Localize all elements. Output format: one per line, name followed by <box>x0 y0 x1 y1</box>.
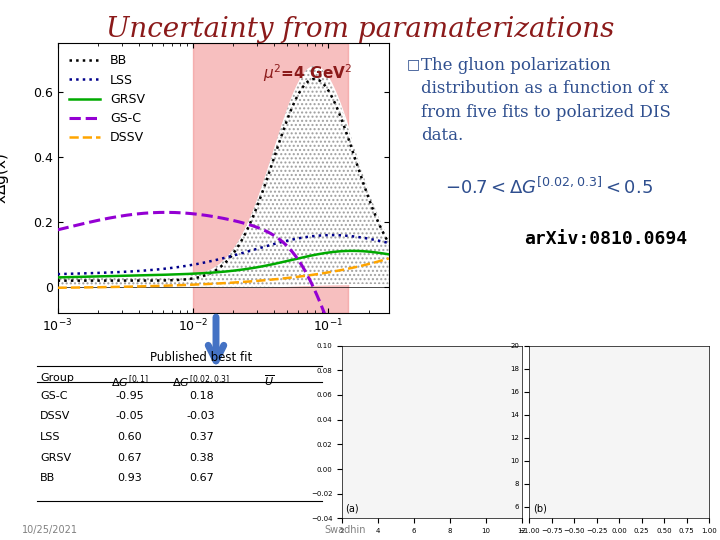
LSS <box>112 269 120 275</box>
BB <box>138 278 147 284</box>
Text: DSSV: DSSV <box>40 411 71 421</box>
LSS <box>138 267 147 274</box>
BB <box>302 79 311 86</box>
Text: BB: BB <box>40 474 55 483</box>
BB <box>112 278 120 284</box>
Text: Published best fit: Published best fit <box>150 351 252 364</box>
LSS <box>274 240 283 246</box>
Line: GRSV: GRSV <box>58 251 389 278</box>
Line: DSSV: DSSV <box>58 258 389 288</box>
BB <box>53 278 62 284</box>
Legend: BB, LSS, GRSV, GS-C, DSSV: BB, LSS, GRSV, GS-C, DSSV <box>64 50 150 150</box>
Text: $\Delta G^{[0.02,0.3]}$: $\Delta G^{[0.02,0.3]}$ <box>172 373 230 390</box>
Text: 0.93: 0.93 <box>117 474 143 483</box>
DSSV <box>203 281 212 287</box>
LSS <box>53 271 62 278</box>
GRSV <box>248 265 257 271</box>
GS-C <box>249 223 258 230</box>
Text: $\overline{U}$: $\overline{U}$ <box>264 373 274 388</box>
LSS <box>384 240 393 246</box>
Text: 0.67: 0.67 <box>189 474 214 483</box>
GRSV <box>138 272 147 279</box>
Text: -0.05: -0.05 <box>116 411 144 421</box>
GS-C <box>204 212 212 219</box>
DSSV <box>384 255 393 261</box>
Text: 0.60: 0.60 <box>117 432 143 442</box>
Text: (a): (a) <box>346 503 359 513</box>
GS-C <box>384 373 393 380</box>
Text: 0.38: 0.38 <box>189 453 214 463</box>
GS-C <box>53 227 62 233</box>
Text: -0.95: -0.95 <box>116 390 144 401</box>
Text: The gluon polarization
distribution as a function of x
from five fits to polariz: The gluon polarization distribution as a… <box>421 57 671 144</box>
DSSV <box>302 272 311 279</box>
GS-C <box>275 236 284 242</box>
LSS <box>248 247 257 253</box>
Text: Swadhin: Swadhin <box>325 524 366 535</box>
GS-C <box>112 214 120 220</box>
Text: 0.18: 0.18 <box>189 390 214 401</box>
Text: Uncertainty from paramaterizations: Uncertainty from paramaterizations <box>106 16 614 43</box>
Text: -0.03: -0.03 <box>187 411 215 421</box>
Text: $\Delta G^{[0,1]}$: $\Delta G^{[0,1]}$ <box>111 373 149 390</box>
BB <box>248 214 257 220</box>
Text: □: □ <box>407 57 420 71</box>
Text: 10/25/2021: 10/25/2021 <box>22 524 78 535</box>
BB <box>203 271 212 278</box>
LSS <box>203 259 212 265</box>
GRSV <box>203 269 212 276</box>
LSS <box>302 234 311 240</box>
Line: GS-C: GS-C <box>58 212 389 395</box>
BB <box>384 240 393 246</box>
GS-C <box>138 210 147 217</box>
LSS <box>328 232 336 238</box>
GRSV <box>53 274 62 281</box>
Line: BB: BB <box>58 79 389 281</box>
Text: (b): (b) <box>533 503 546 513</box>
GRSV <box>112 273 120 279</box>
DSSV <box>274 276 283 282</box>
Text: arXiv:0810.0694: arXiv:0810.0694 <box>524 230 688 247</box>
Text: $\mu^2$=4 GeV$^2$: $\mu^2$=4 GeV$^2$ <box>263 62 352 84</box>
Text: LSS: LSS <box>40 432 60 442</box>
BB <box>274 140 283 147</box>
Text: $-0.7 < \Delta G^{[0.02,0.3]} < 0.5$: $-0.7 < \Delta G^{[0.02,0.3]} < 0.5$ <box>445 177 653 198</box>
Text: Group: Group <box>40 373 74 383</box>
Text: 0.67: 0.67 <box>117 453 143 463</box>
Text: GRSV: GRSV <box>40 453 71 463</box>
BB <box>310 76 319 82</box>
GS-C <box>162 209 171 215</box>
GRSV <box>274 260 283 266</box>
DSSV <box>53 285 62 291</box>
DSSV <box>248 278 257 285</box>
Text: GS-C: GS-C <box>40 390 68 401</box>
DSSV <box>112 284 120 290</box>
DSSV <box>138 283 147 289</box>
Bar <box>193 43 348 313</box>
GRSV <box>302 253 311 260</box>
Y-axis label: x$\Delta$g(x): x$\Delta$g(x) <box>0 153 12 204</box>
GRSV <box>348 248 356 254</box>
GS-C <box>365 392 374 398</box>
Line: LSS: LSS <box>58 235 389 274</box>
Text: 0.37: 0.37 <box>189 432 214 442</box>
GRSV <box>384 251 393 258</box>
GS-C <box>303 272 312 279</box>
